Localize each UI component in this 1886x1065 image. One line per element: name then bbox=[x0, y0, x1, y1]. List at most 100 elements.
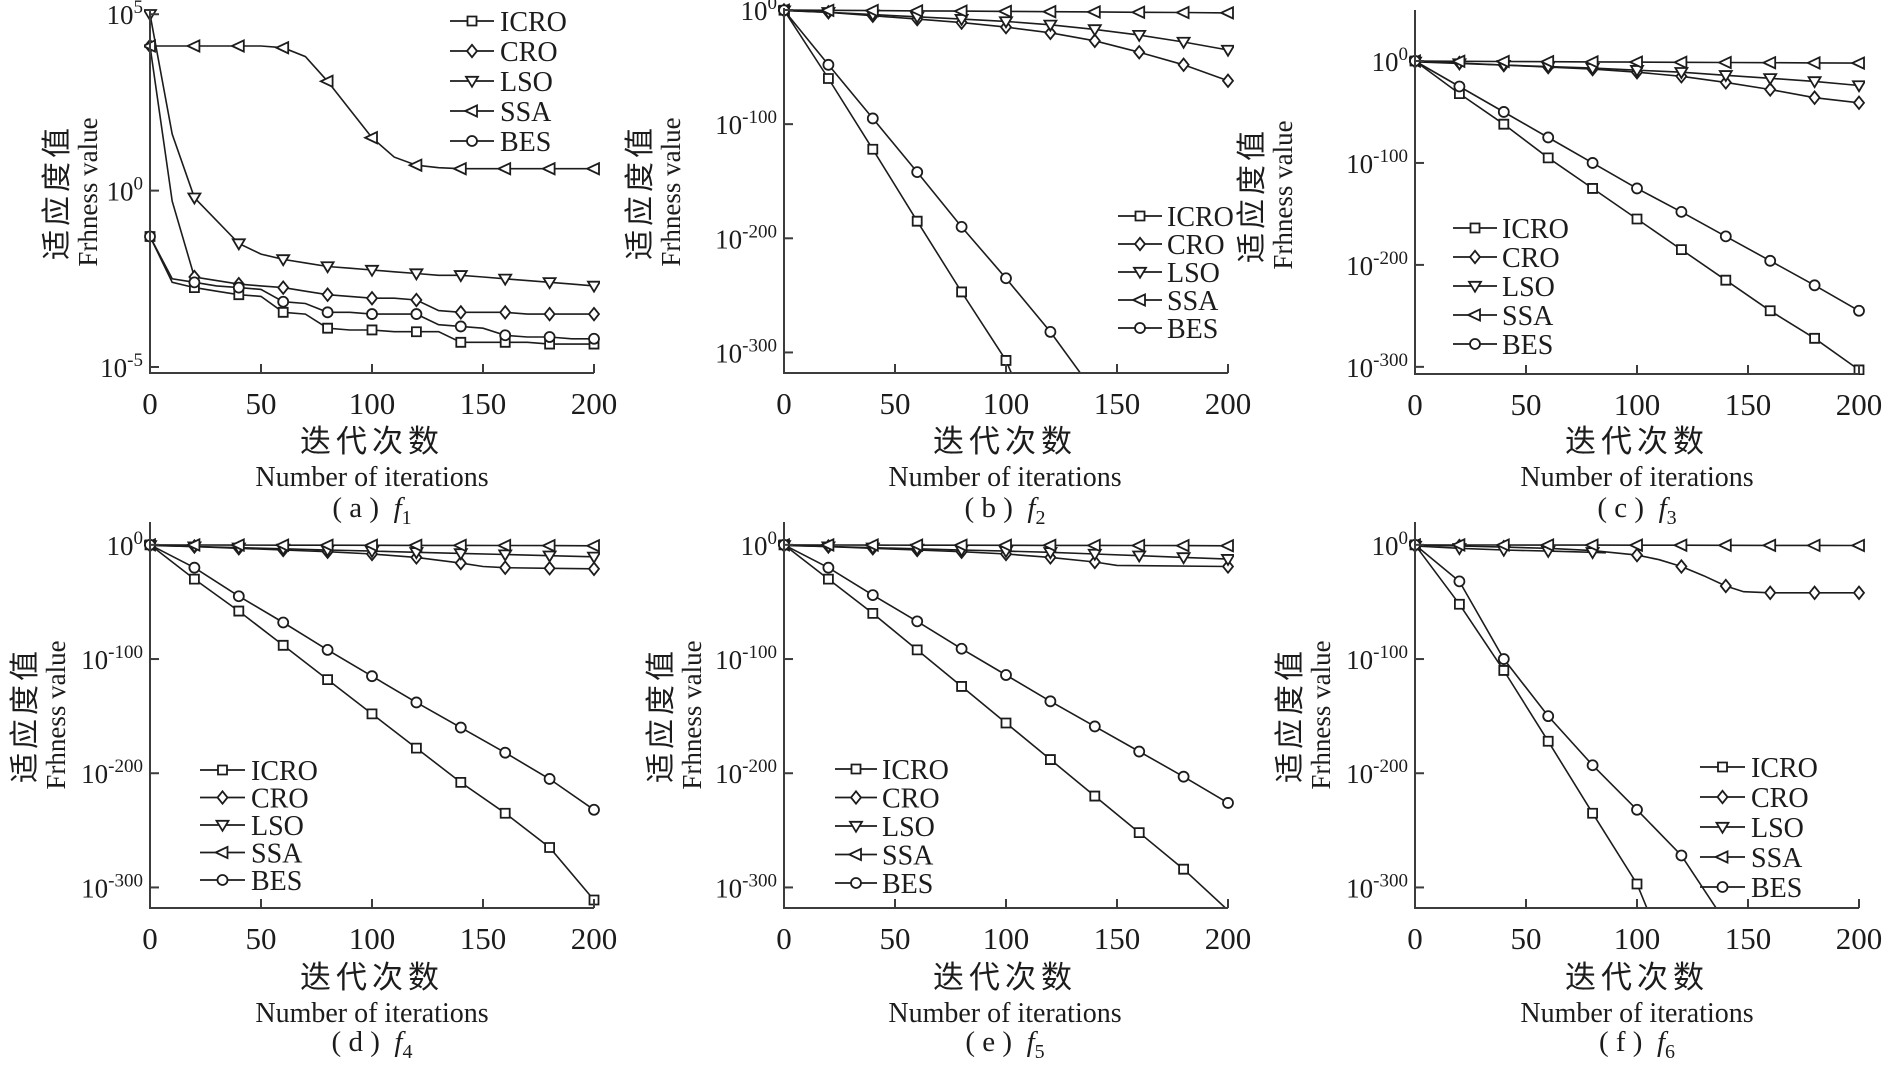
diamond-marker bbox=[1088, 554, 1101, 570]
y-tick-label: 10-100 bbox=[715, 107, 777, 140]
y-tick-label: 10-300 bbox=[81, 870, 143, 903]
diamond-marker bbox=[1764, 81, 1777, 98]
legend-diamond-marker bbox=[216, 789, 229, 806]
x-axis-label-zh: 迭代次数 bbox=[1565, 424, 1709, 459]
legend-triangle-left-marker bbox=[847, 847, 862, 862]
triangle-down-marker bbox=[1176, 36, 1192, 50]
diamond-marker bbox=[1177, 57, 1190, 73]
caption-f: ( f ) f6 bbox=[1487, 1026, 1787, 1064]
legend-label: BES bbox=[1751, 873, 1802, 904]
x-tick-label: 0 bbox=[142, 386, 158, 421]
caption-func-sub: 6 bbox=[1665, 1041, 1676, 1063]
x-axis-label-e: 迭代次数 Number of iterations bbox=[805, 952, 1205, 1030]
triangle-down-marker bbox=[542, 550, 558, 564]
triangle-down-marker bbox=[275, 254, 291, 267]
y-axis-label-zh: 适应度值 bbox=[645, 647, 679, 783]
legend-square-marker bbox=[217, 764, 228, 776]
circle-marker bbox=[955, 642, 968, 655]
legend-square-marker bbox=[1134, 210, 1146, 222]
legend-circle-marker bbox=[850, 877, 862, 889]
legend-label: LSO bbox=[251, 811, 304, 842]
triangle-left-marker bbox=[363, 130, 378, 145]
triangle-left-marker bbox=[863, 538, 879, 553]
square-marker bbox=[1045, 754, 1056, 765]
square-marker bbox=[1631, 878, 1643, 890]
triangle-down-marker bbox=[1762, 73, 1778, 86]
triangle-left-marker bbox=[318, 74, 334, 89]
y-tick-label: 10-100 bbox=[81, 642, 143, 675]
square-marker bbox=[1000, 717, 1012, 729]
caption-func-sub: 2 bbox=[1035, 507, 1046, 529]
triangle-left-marker bbox=[1450, 54, 1466, 69]
square-marker bbox=[1000, 355, 1012, 366]
legend-label: CRO bbox=[1751, 783, 1809, 814]
y-tick-label: 10-5 bbox=[100, 350, 143, 383]
legend-triangle-left-marker bbox=[1713, 849, 1729, 865]
triangle-left-marker bbox=[318, 538, 334, 553]
legend-diamond-marker bbox=[849, 789, 863, 806]
x-axis-label-en: Number of iterations bbox=[1520, 462, 1754, 493]
x-tick-label: 150 bbox=[460, 386, 507, 421]
square-marker bbox=[823, 573, 834, 585]
diamond-marker bbox=[1675, 558, 1688, 575]
triangle-down-marker bbox=[1042, 19, 1058, 33]
circle-marker bbox=[232, 281, 245, 294]
circle-marker bbox=[1453, 575, 1466, 588]
circle-marker bbox=[410, 696, 423, 709]
triangle-down-marker bbox=[364, 264, 380, 278]
y-axis-label-en: Frhness value bbox=[1305, 640, 1336, 790]
diamond-marker bbox=[1133, 44, 1146, 60]
triangle-down-marker bbox=[1673, 67, 1689, 80]
legend-label: LSO bbox=[1167, 258, 1220, 289]
x-tick-label: 200 bbox=[1205, 386, 1252, 421]
legend-triangle-left-marker bbox=[1466, 307, 1481, 323]
triangle-down-marker bbox=[1087, 24, 1103, 37]
x-axis-label-zh: 迭代次数 bbox=[300, 960, 444, 995]
circle-marker bbox=[588, 332, 600, 345]
square-marker bbox=[277, 306, 289, 318]
y-axis-label-en: Frhness value bbox=[676, 640, 707, 790]
legend-label: SSA bbox=[882, 841, 934, 872]
legend-label: LSO bbox=[882, 812, 935, 843]
triangle-down-marker bbox=[1087, 548, 1103, 562]
legend-square-marker bbox=[466, 15, 478, 27]
series-ICRO-line-f bbox=[1414, 544, 1649, 909]
y-tick-label: 100 bbox=[107, 174, 144, 207]
circle-marker bbox=[321, 644, 334, 656]
x-axis-label-en: Number of iterations bbox=[255, 998, 489, 1029]
square-marker bbox=[1676, 244, 1687, 256]
y-tick-label: 10-200 bbox=[1346, 248, 1408, 281]
legend-circle-marker bbox=[1716, 881, 1729, 893]
x-tick-label: 200 bbox=[571, 386, 618, 421]
legend-label: CRO bbox=[1167, 230, 1225, 261]
legend-triangle-left-marker bbox=[463, 103, 478, 119]
y-tick-label: 10-200 bbox=[81, 756, 143, 789]
legend-triangle-left-marker bbox=[1131, 292, 1146, 308]
triangle-down-marker bbox=[186, 192, 202, 206]
diamond-marker bbox=[543, 560, 556, 576]
square-marker bbox=[189, 573, 200, 585]
series-ICRO-line-d bbox=[149, 544, 595, 901]
triangle-left-marker bbox=[1041, 538, 1057, 553]
triangle-left-marker bbox=[185, 38, 201, 54]
y-axis-label-en: Frhness value bbox=[72, 117, 103, 267]
diamond-marker bbox=[1719, 578, 1732, 594]
x-tick-label: 50 bbox=[1511, 921, 1542, 956]
legend-triangle-down-marker bbox=[464, 75, 480, 89]
circle-marker bbox=[955, 221, 968, 233]
y-axis-label-a: 适应度值 Frhness value bbox=[32, 22, 112, 362]
legend-label: ICRO bbox=[251, 756, 318, 787]
square-marker bbox=[867, 143, 879, 155]
square-marker bbox=[366, 708, 378, 720]
diamond-marker bbox=[1808, 90, 1821, 106]
triangle-left-marker bbox=[1539, 54, 1555, 69]
y-tick-label: 10-300 bbox=[715, 870, 777, 903]
triangle-down-marker bbox=[320, 261, 336, 275]
triangle-down-marker bbox=[586, 280, 600, 294]
circle-marker bbox=[1133, 745, 1146, 758]
x-tick-label: 100 bbox=[349, 386, 396, 421]
square-marker bbox=[1587, 183, 1598, 194]
circle-marker bbox=[454, 721, 467, 734]
x-tick-label: 100 bbox=[1614, 387, 1661, 422]
